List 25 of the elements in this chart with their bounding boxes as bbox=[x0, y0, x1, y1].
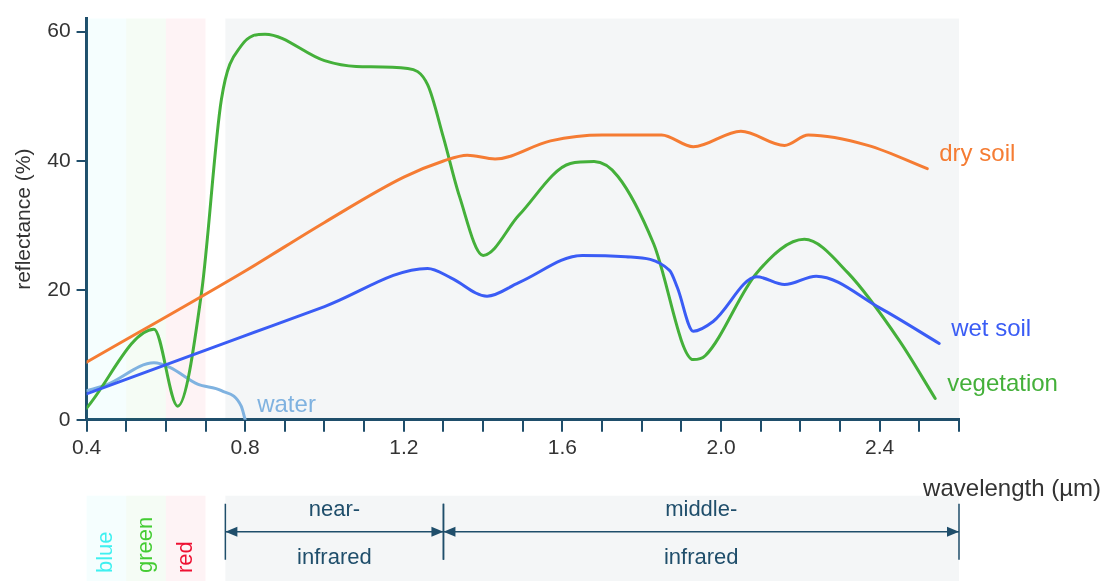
y-tick-label: 40 bbox=[47, 147, 71, 171]
series-label: wet soil bbox=[950, 314, 1032, 342]
y-tick-label: 20 bbox=[47, 277, 71, 301]
band-label: red bbox=[171, 541, 197, 573]
x-tick-label: 0.4 bbox=[71, 435, 102, 459]
series-label: dry soil bbox=[939, 139, 1016, 167]
x-tick-label: 0.8 bbox=[230, 435, 260, 459]
band-label: green bbox=[132, 516, 158, 573]
y-axis-title: reflectance (%) bbox=[11, 148, 35, 290]
line-series bbox=[86, 253, 941, 396]
y-tick-label: 0 bbox=[58, 406, 71, 430]
x-tick-label: 2.4 bbox=[865, 435, 895, 459]
line-series bbox=[86, 129, 929, 364]
x-tick-label: 1.6 bbox=[547, 435, 578, 459]
y-tick-label: 60 bbox=[47, 18, 71, 42]
series-label: vegetation bbox=[947, 369, 1058, 397]
x-tick-label: 1.2 bbox=[389, 435, 419, 459]
band-label: middle-infrared bbox=[663, 495, 739, 569]
line-series bbox=[86, 361, 247, 420]
line-series bbox=[86, 32, 937, 410]
band-label: near-infrared bbox=[297, 495, 372, 569]
x-axis-title: wavelength (µm) bbox=[922, 474, 1101, 502]
series-label: water bbox=[256, 390, 316, 418]
band-label: blue bbox=[92, 531, 118, 573]
x-tick-label: 2.0 bbox=[706, 435, 736, 459]
